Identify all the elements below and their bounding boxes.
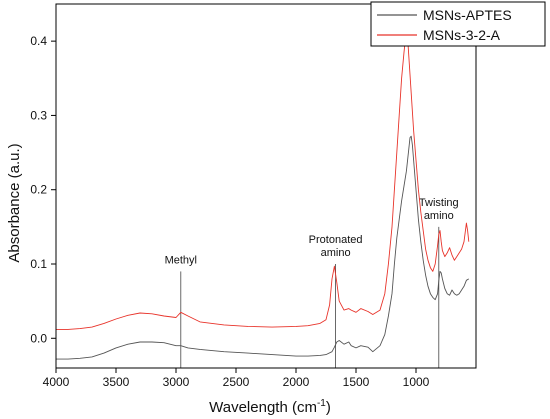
annotation-label-1: Methyl	[165, 254, 197, 266]
plot-frame	[55, 3, 477, 369]
x-tick-label: 1000	[403, 375, 430, 389]
series-line-2	[56, 33, 470, 330]
legend-box	[370, 1, 546, 47]
y-tick-label: 0.4	[30, 34, 47, 48]
annotation-label-3: amino	[424, 210, 454, 222]
y-tick-label: 0.0	[30, 331, 47, 345]
annotation-label-2: amino	[321, 247, 351, 259]
x-tick-label: 2000	[283, 375, 310, 389]
legend-label-1: MSNs-APTES	[423, 7, 512, 23]
y-tick-label: 0.1	[30, 257, 47, 271]
x-tick-label: 4000	[43, 375, 70, 389]
legend: MSNs-APTES MSNs-3-2-A	[370, 1, 546, 47]
annotation-label-3: Twisting	[419, 197, 459, 209]
y-axis-title: Absorbance (a.u.)	[6, 143, 23, 262]
y-tick-label: 0.2	[30, 183, 47, 197]
x-tick-label: 2500	[223, 375, 250, 389]
series-line-1	[56, 135, 470, 360]
axes: 4000 3500 3000 2500 2000 1500 1000 0.0 0.1 0.2 0.3…	[30, 3, 477, 389]
legend-label-2: MSNs-3-2-A	[423, 27, 501, 43]
y-tick-label: 0.3	[30, 108, 47, 122]
annotation-label-2: Protonated	[309, 234, 363, 246]
x-tick-label: 1500	[343, 375, 370, 389]
x-axis-title: Wavelength (cm-1)	[209, 398, 331, 416]
x-tick-label: 3000	[163, 375, 190, 389]
x-tick-label: 3500	[103, 375, 130, 389]
series-layer	[56, 33, 470, 360]
